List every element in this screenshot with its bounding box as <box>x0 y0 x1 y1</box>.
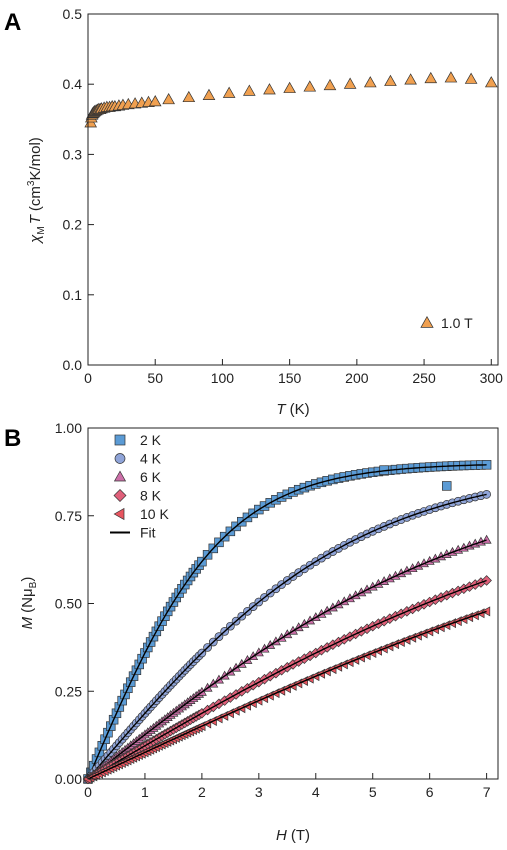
panel-a-data-point <box>323 78 337 91</box>
panel-a-xtick-label: 150 <box>278 370 302 386</box>
panel-b-data-point <box>482 490 491 499</box>
panel-a-data-point <box>444 71 458 83</box>
panel-a-axes-frame <box>87 13 499 366</box>
panel-a-xtick-label: 250 <box>412 370 436 386</box>
panel-b-label: B <box>4 425 21 452</box>
panel-a-data-point <box>222 86 236 98</box>
panel-b-legend-fit-label: Fit <box>140 525 156 541</box>
panel-b-fit-line <box>87 579 487 780</box>
panel-a-plot: 0.0 0.1 0.2 0.3 0.4 0.5 0 50 100 150 200 250 300 1.0 … <box>63 6 504 386</box>
panel-b-legend-marker <box>114 453 126 464</box>
panel-b-xtick-label: 4 <box>312 784 320 800</box>
panel-b-ytick-label: 0.25 <box>55 683 82 699</box>
panel-a-xtick-label: 0 <box>84 370 92 386</box>
panel-a-xtick-label: 300 <box>480 370 504 386</box>
panel-a-data-point <box>384 74 397 86</box>
panel-b-axes-frame <box>87 427 499 780</box>
panel-a-data-point <box>464 72 478 84</box>
panel-b-xtick-label: 6 <box>426 784 434 800</box>
panel-b-ytick-label: 0.50 <box>55 596 82 612</box>
panel-a-data-point <box>148 95 162 107</box>
panel-b-ytick-label: 1.00 <box>55 420 82 436</box>
panel-a-data-point <box>162 92 175 105</box>
panel-a-data-point <box>263 83 276 95</box>
panel-b-legend-marker <box>113 489 127 502</box>
panel-a-xtick-label: 100 <box>211 370 235 386</box>
panel-b-xlabel: H (T) <box>276 827 310 844</box>
panel-b-legend-label: 8 K <box>140 488 162 504</box>
panel-a-data-point <box>202 88 216 100</box>
panel-b-xtick-label: 1 <box>141 784 149 800</box>
panel-a-data-point <box>363 76 377 88</box>
panel-b-data-point <box>442 481 452 491</box>
panel-a-data-point <box>484 76 498 88</box>
panel-a-ytick-label: 0.3 <box>63 146 83 162</box>
panel-b-legend-label: 4 K <box>140 451 162 467</box>
panel-a-legend-label: 1.0 T <box>441 315 473 331</box>
panel-a-ytick-label: 0.4 <box>63 76 83 92</box>
panel-b-legend-marker <box>113 507 125 521</box>
panel-a-data-point <box>343 77 357 89</box>
panel-a-data-point <box>182 90 196 103</box>
panel-b-data-point <box>481 534 492 544</box>
panel-b-fit-line <box>87 539 487 780</box>
panel-a-data-point <box>242 84 256 96</box>
panel-a-xtick-label: 50 <box>147 370 163 386</box>
panel-a-ylabel: χMT(cm3K/mol) <box>26 137 47 245</box>
panel-a-ytick-label: 0.1 <box>63 287 83 303</box>
panel-a-ytick-label: 0.2 <box>63 217 83 233</box>
panel-b-plot: 0.00 0.25 0.50 0.75 1.00 0 1 2 3 4 5 6 7 2 K 4 K 6 K 8 K… <box>55 420 492 800</box>
panel-a-label: A <box>4 9 21 36</box>
panel-b-legend-label: 6 K <box>140 469 162 485</box>
panel-a-data-point <box>424 71 438 84</box>
panel-b-ytick-label: 0.75 <box>55 508 82 524</box>
panel-a-ytick-label: 0.0 <box>63 357 83 373</box>
panel-a-data-point <box>303 80 317 92</box>
panel-b-legend-marker <box>114 434 126 446</box>
panel-b-fit-line <box>87 610 487 780</box>
panel-a-xtick-label: 200 <box>345 370 369 386</box>
panel-a-xlabel: T (K) <box>276 401 309 418</box>
panel-b-fit-line <box>87 464 487 780</box>
panel-b-legend-label: 10 K <box>140 506 169 522</box>
panel-b-xtick-label: 7 <box>483 784 491 800</box>
panel-b-legend-marker <box>113 470 127 482</box>
panel-b-xtick-label: 3 <box>255 784 263 800</box>
panel-b-ylabel: M(NμB) <box>19 577 39 630</box>
panel-a-data-point <box>404 73 417 85</box>
panel-a-legend-marker <box>420 315 434 328</box>
panel-a-data-point <box>283 81 296 93</box>
panel-b-legend-label: 2 K <box>140 432 162 448</box>
panel-b-data-point <box>481 575 492 586</box>
panel-b-fit-line <box>87 493 487 780</box>
panel-b-xtick-label: 5 <box>369 784 377 800</box>
panel-b-xtick-label: 2 <box>198 784 206 800</box>
panel-a-ytick-label: 0.5 <box>63 6 83 22</box>
panel-b-ytick-label: 0.00 <box>55 771 82 787</box>
panel-b-xtick-label: 0 <box>84 784 92 800</box>
